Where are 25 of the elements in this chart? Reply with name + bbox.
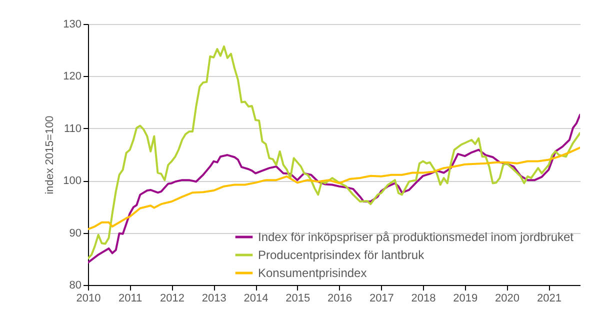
line-series — [88, 114, 580, 264]
y-tick-label: 110 — [64, 122, 82, 135]
y-axis-title: index 2015=100 — [44, 116, 56, 194]
y-tick-label: 130 — [63, 18, 82, 30]
x-tick-label: 2011 — [118, 292, 142, 304]
y-tick-label: 120 — [63, 70, 82, 83]
y-tick-label: 90 — [69, 227, 82, 240]
x-tick-label: 2013 — [202, 292, 226, 304]
x-tick-label: 2014 — [244, 292, 268, 304]
x-tick-label: 2021 — [536, 292, 562, 304]
legend-label: Producentprisindex för lantbruk — [258, 248, 426, 262]
line-series — [88, 146, 580, 230]
y-tick-label: 100 — [63, 175, 82, 188]
y-tick-label: 80 — [69, 280, 82, 292]
x-tick-label: 2010 — [76, 292, 101, 304]
x-tick-label: 2017 — [369, 292, 394, 304]
legend-label: Index för inköpspriser på produktionsmedel inom jordbruket — [258, 230, 574, 244]
x-tick-label: 2012 — [160, 292, 184, 304]
x-tick-label: 2019 — [453, 292, 478, 304]
x-tick-label: 2015 — [286, 292, 310, 304]
legend-label: Konsumentprisindex — [258, 266, 367, 280]
x-tick-label: 2016 — [327, 292, 352, 304]
line-series — [88, 45, 580, 260]
x-tick-label: 2020 — [494, 292, 520, 304]
x-tick-label: 2018 — [411, 292, 436, 304]
